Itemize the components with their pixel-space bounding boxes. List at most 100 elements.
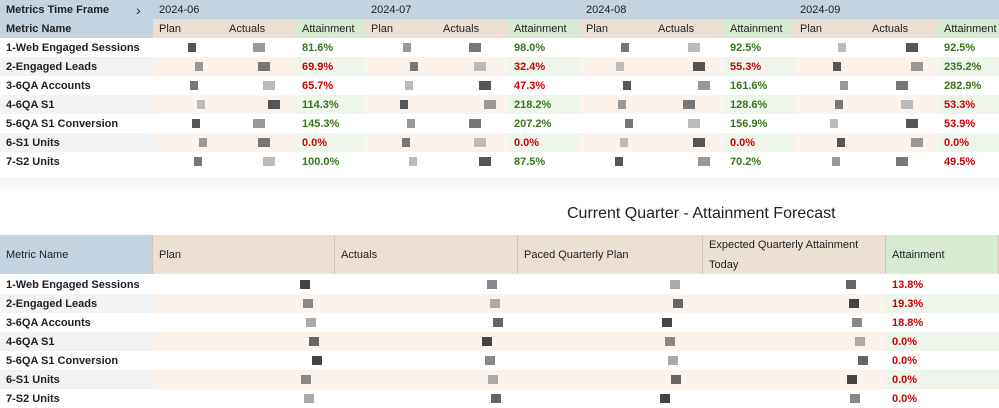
metric-name-header[interactable]: Metric Name [0,235,153,274]
expected-attainment-header-line2: Today [709,258,739,271]
attainment-cell: 13.8% [892,278,924,291]
table-row[interactable]: 4-6QA S1 114.3% 218.2% 128.6% 53.3% [0,95,999,114]
redacted-value [693,62,705,71]
attainment-cell: 114.3% [296,95,365,114]
attainment-cell: 0.0% [938,133,999,152]
metric-name-header[interactable]: Metric Name [0,19,153,38]
plan-header[interactable]: Plan [580,19,652,38]
table-row[interactable]: 1-Web Engaged Sessions 13.8% [0,275,999,294]
redacted-value [258,138,270,147]
redacted-value [485,356,495,365]
redacted-value [846,280,856,289]
redacted-value [852,318,862,327]
metrics-time-frame-label: Metrics Time Frame [6,3,110,16]
redacted-value [488,375,498,384]
attainment-header[interactable]: Attainment [886,235,999,274]
redacted-value [306,318,316,327]
table-row[interactable]: 7-S2 Units 100.0% 87.5% 70.2% 49.5% [0,152,999,171]
redacted-value [190,81,198,90]
redacted-value [402,138,410,147]
redacted-value [625,119,633,128]
attainment-cell: 218.2% [508,95,580,114]
attainment-cell: 92.5% [730,41,762,54]
plan-header[interactable]: Plan [794,19,866,38]
table-row[interactable]: 7-S2 Units 0.0% [0,389,999,408]
actuals-header[interactable]: Actuals [223,19,296,38]
paced-quarterly-plan-header[interactable]: Paced Quarterly Plan [518,235,703,274]
redacted-value [688,43,700,52]
table-row[interactable]: 5-6QA S1 Conversion 145.3% 207.2% 156.9% 53.… [0,114,999,133]
table-row[interactable]: 6-S1 Units 0.0% [0,370,999,389]
attainment-cell: 55.3% [724,57,794,76]
attainment-cell: 0.0% [886,332,999,351]
redacted-value [197,100,205,109]
actuals-header[interactable]: Actuals [335,235,518,274]
actuals-header[interactable]: Actuals [866,19,938,38]
table-row[interactable]: 1-Web Engaged Sessions 81.6% 98.0% 92.5% 92.… [0,38,999,57]
redacted-value [253,119,265,128]
table-row[interactable]: 2-Engaged Leads 69.9% 32.4% 55.3% 235.2% [0,57,999,76]
expand-arrow-icon[interactable]: › [136,1,141,18]
attainment-header[interactable]: Attainment [938,19,999,38]
redacted-value [847,375,857,384]
redacted-value [673,299,683,308]
attainment-cell: 53.9% [944,117,976,130]
attainment-cell: 0.0% [892,392,918,405]
table-row[interactable]: 2-Engaged Leads 19.3% [0,294,999,313]
redacted-value [835,100,843,109]
redacted-value [192,119,200,128]
attainment-cell: 18.8% [892,316,924,329]
redacted-value [301,375,311,384]
attainment-cell: 19.3% [886,294,999,313]
redacted-value [616,62,624,71]
attainment-header[interactable]: Attainment [724,19,794,38]
expected-attainment-header[interactable]: Expected Quarterly Attainment Today [703,235,886,274]
attainment-cell: 0.0% [892,354,918,367]
redacted-value [668,356,678,365]
attainment-cell: 0.0% [296,133,365,152]
redacted-value [253,43,265,52]
attainment-cell: 128.6% [724,95,794,114]
month-header: 2024-06 [159,3,200,16]
table-row[interactable]: 4-6QA S1 0.0% [0,332,999,351]
attainment-cell: 70.2% [730,155,762,168]
attainment-cell: 207.2% [514,117,552,130]
table-row[interactable]: 5-6QA S1 Conversion 0.0% [0,351,999,370]
plan-header[interactable]: Plan [365,19,437,38]
attainment-cell: 282.9% [944,79,982,92]
month-header: 2024-08 [586,3,627,16]
redacted-value [484,100,496,109]
redacted-value [474,62,486,71]
metrics-time-frame-header[interactable]: Metrics Time Frame [0,0,153,19]
metric-name-cell: 7-S2 Units [0,152,153,171]
redacted-value [911,62,923,71]
metric-name-cell: 5-6QA S1 Conversion [0,351,153,370]
redacted-value [688,119,700,128]
redacted-value [188,43,196,52]
redacted-value [840,81,848,90]
section-divider [0,178,999,192]
metric-name-cell: 4-6QA S1 [0,95,153,114]
redacted-value [469,43,481,52]
redacted-value [906,43,918,52]
table-row[interactable]: 3-6QA Accounts 65.7% 47.3% 161.6% 282.9% [0,76,999,95]
actuals-header[interactable]: Actuals [652,19,724,38]
attainment-header[interactable]: Attainment [296,19,365,38]
attainment-cell: 47.3% [514,79,546,92]
redacted-value [858,356,868,365]
plan-header[interactable]: Plan [153,235,335,274]
redacted-value [693,138,705,147]
metric-name-cell: 6-S1 Units [0,370,153,389]
table-row[interactable]: 3-6QA Accounts 18.8% [0,313,999,332]
redacted-value [300,280,310,289]
metric-name-cell: 2-Engaged Leads [0,294,153,313]
plan-header[interactable]: Plan [153,19,223,38]
attainment-header[interactable]: Attainment [508,19,580,38]
attainment-cell: 65.7% [302,79,334,92]
table-row[interactable]: 6-S1 Units 0.0% 0.0% 0.0% 0.0% [0,133,999,152]
attainment-cell: 0.0% [508,133,580,152]
redacted-value [901,100,913,109]
attainment-cell: 161.6% [730,79,768,92]
redacted-value [479,81,491,90]
actuals-header[interactable]: Actuals [437,19,508,38]
